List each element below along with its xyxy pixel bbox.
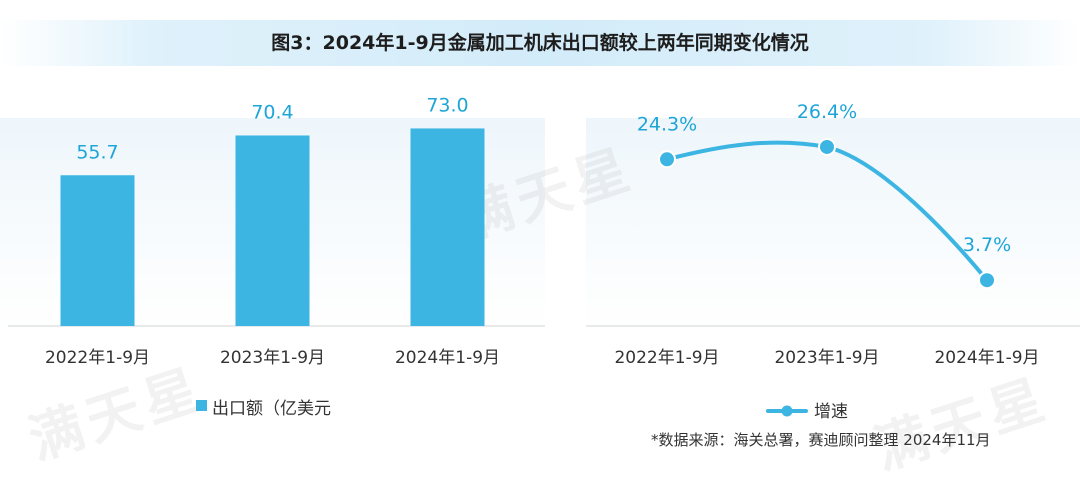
bar-x-tick-label: 2024年1-9月 <box>395 348 500 368</box>
bar <box>410 128 485 326</box>
line-x-tick-label: 2022年1-9月 <box>614 348 719 368</box>
line-x-tick-label: 2024年1-9月 <box>934 348 1039 368</box>
growth-value-label: 24.3% <box>637 113 697 135</box>
growth-point <box>658 150 676 169</box>
bar-x-tick-label: 2023年1-9月 <box>220 348 325 368</box>
growth-value-label: 26.4% <box>797 101 857 123</box>
growth-line <box>665 140 989 283</box>
bar <box>235 135 310 326</box>
growth-point <box>978 271 996 290</box>
bar-value-label: 73.0 <box>426 94 468 116</box>
legend-line-label: 增速 <box>814 402 848 422</box>
legend-bar-swatch-icon <box>196 400 207 411</box>
bar-value-label: 55.7 <box>76 141 118 163</box>
source-note: *数据来源：海关总署，赛迪顾问整理 2024年11月 <box>651 431 991 449</box>
legend-line-swatch-icon <box>766 405 808 417</box>
growth-point <box>818 137 836 156</box>
growth-value-label: 3.7% <box>963 234 1011 256</box>
bar <box>60 175 135 326</box>
line-x-tick-label: 2023年1-9月 <box>774 348 879 368</box>
chart-title: 图3：2024年1-9月金属加工机床出口额较上两年同期变化情况 <box>271 32 809 54</box>
legend-bar-label: 出口额（亿美元 <box>212 399 331 419</box>
bar-value-label: 70.4 <box>251 101 293 123</box>
title-banner <box>0 20 1080 66</box>
bar-x-tick-label: 2022年1-9月 <box>45 348 150 368</box>
chart-canvas: 55.7 2022年1-9月 70.4 2023年1-9月 73.0 2024年1-9月 2… <box>8 94 1080 368</box>
